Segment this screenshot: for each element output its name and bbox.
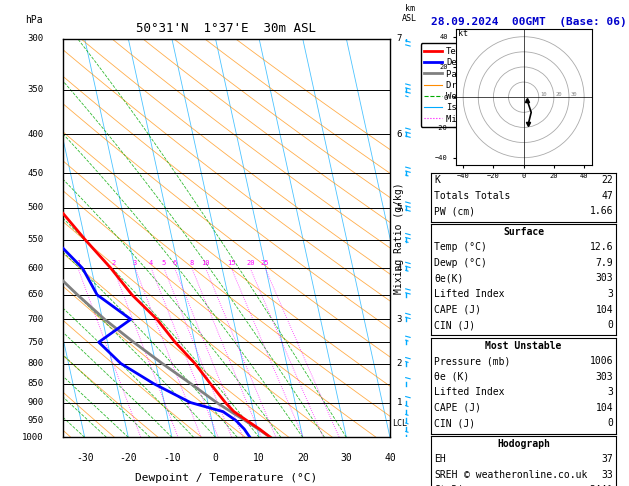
Text: 850: 850 [27, 379, 43, 388]
Text: 303: 303 [596, 372, 613, 382]
Text: CIN (J): CIN (J) [434, 320, 475, 330]
Text: Hodograph: Hodograph [497, 439, 550, 449]
Text: Mixing Ratio (g/kg): Mixing Ratio (g/kg) [394, 182, 404, 294]
Text: 1006: 1006 [590, 356, 613, 366]
Text: -20: -20 [120, 453, 137, 463]
Text: 800: 800 [27, 359, 43, 368]
Text: θe (K): θe (K) [434, 372, 469, 382]
Text: K: K [434, 175, 440, 185]
Text: 450: 450 [27, 169, 43, 177]
Text: 3: 3 [133, 260, 137, 266]
Text: Dewp (°C): Dewp (°C) [434, 258, 487, 268]
Text: 20: 20 [555, 92, 562, 97]
Text: kt: kt [459, 29, 469, 38]
Text: 20: 20 [246, 260, 255, 266]
Text: 10: 10 [540, 92, 547, 97]
Text: 5: 5 [396, 204, 402, 212]
Text: 5: 5 [162, 260, 166, 266]
Text: Totals Totals: Totals Totals [434, 191, 510, 201]
Text: © weatheronline.co.uk: © weatheronline.co.uk [464, 470, 587, 480]
Text: 7: 7 [396, 35, 402, 43]
Text: 1.66: 1.66 [590, 207, 613, 216]
Text: 33: 33 [601, 470, 613, 480]
Text: LCL: LCL [392, 419, 407, 428]
Text: Most Unstable: Most Unstable [486, 341, 562, 350]
Text: PW (cm): PW (cm) [434, 207, 475, 216]
Text: 1: 1 [76, 260, 80, 266]
Text: 28.09.2024  00GMT  (Base: 06): 28.09.2024 00GMT (Base: 06) [431, 17, 626, 27]
Text: 500: 500 [27, 204, 43, 212]
Text: 300: 300 [27, 35, 43, 43]
Text: 10: 10 [201, 260, 210, 266]
Text: 6: 6 [396, 130, 402, 139]
Text: 1000: 1000 [22, 433, 43, 442]
Text: 0: 0 [213, 453, 218, 463]
Text: θe(K): θe(K) [434, 274, 464, 283]
Text: 30: 30 [340, 453, 352, 463]
Text: 900: 900 [27, 398, 43, 407]
Text: CIN (J): CIN (J) [434, 418, 475, 428]
Text: 8: 8 [190, 260, 194, 266]
Text: 3: 3 [608, 289, 613, 299]
Text: 15: 15 [227, 260, 236, 266]
Text: 750: 750 [27, 338, 43, 347]
Text: 40: 40 [384, 453, 396, 463]
Text: 104: 104 [596, 403, 613, 413]
Text: Dewpoint / Temperature (°C): Dewpoint / Temperature (°C) [135, 473, 318, 483]
Text: 3: 3 [396, 315, 402, 324]
Text: 700: 700 [27, 315, 43, 324]
Text: hPa: hPa [25, 15, 42, 25]
Text: 30: 30 [571, 92, 577, 97]
Text: 303: 303 [596, 274, 613, 283]
Text: Temp (°C): Temp (°C) [434, 243, 487, 252]
Legend: Temperature, Dewpoint, Parcel Trajectory, Dry Adiabat, Wet Adiabat, Isotherm, Mi: Temperature, Dewpoint, Parcel Trajectory… [421, 43, 541, 127]
Text: 3: 3 [608, 387, 613, 397]
Text: SREH: SREH [434, 470, 457, 480]
Text: 950: 950 [27, 416, 43, 425]
Text: 1: 1 [396, 398, 402, 407]
Text: 0: 0 [608, 418, 613, 428]
Text: 400: 400 [27, 130, 43, 139]
Text: 20: 20 [297, 453, 309, 463]
Text: Surface: Surface [503, 227, 544, 237]
Text: -30: -30 [76, 453, 94, 463]
Text: 25: 25 [261, 260, 269, 266]
Text: Lifted Index: Lifted Index [434, 387, 504, 397]
Text: 6: 6 [172, 260, 177, 266]
Text: Lifted Index: Lifted Index [434, 289, 504, 299]
Text: 600: 600 [27, 264, 43, 273]
Text: 104: 104 [596, 305, 613, 314]
Text: 4: 4 [149, 260, 153, 266]
Text: Pressure (mb): Pressure (mb) [434, 356, 510, 366]
Text: 10: 10 [253, 453, 265, 463]
Text: 650: 650 [27, 290, 43, 299]
Text: 22: 22 [601, 175, 613, 185]
Text: 4: 4 [396, 264, 402, 273]
Text: CAPE (J): CAPE (J) [434, 403, 481, 413]
Text: 350: 350 [27, 86, 43, 94]
Text: 2: 2 [111, 260, 116, 266]
Text: 37: 37 [601, 454, 613, 464]
Text: EH: EH [434, 454, 446, 464]
Text: 2: 2 [396, 359, 402, 368]
Text: 12.6: 12.6 [590, 243, 613, 252]
Text: -10: -10 [163, 453, 181, 463]
Text: 7.9: 7.9 [596, 258, 613, 268]
Text: km
ASL: km ASL [402, 3, 417, 23]
Text: 550: 550 [27, 235, 43, 244]
Text: 0: 0 [608, 320, 613, 330]
Text: 47: 47 [601, 191, 613, 201]
Title: 50°31'N  1°37'E  30m ASL: 50°31'N 1°37'E 30m ASL [136, 22, 316, 35]
Text: CAPE (J): CAPE (J) [434, 305, 481, 314]
